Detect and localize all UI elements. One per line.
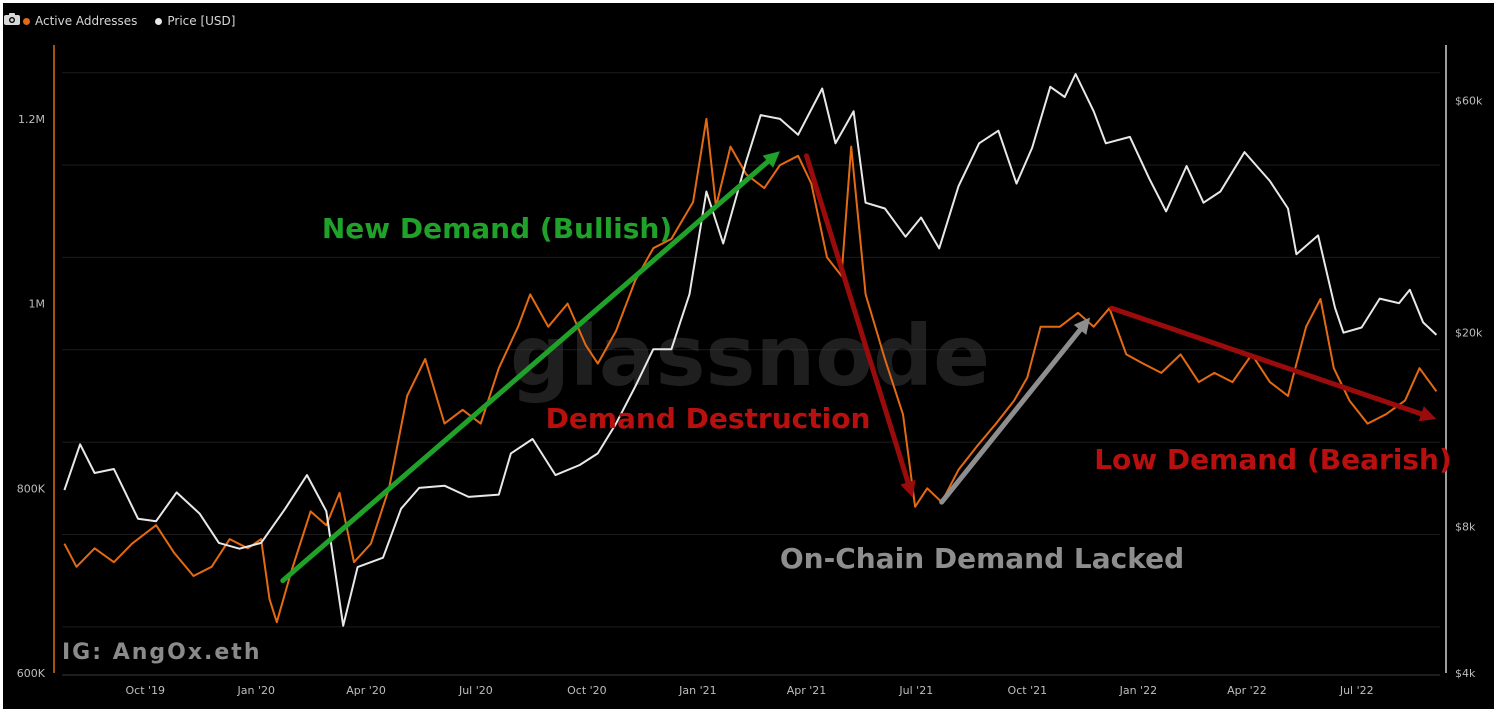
legend-label: Price [USD] — [167, 14, 236, 28]
trend-arrow-shaft — [280, 159, 771, 584]
x-tick-label: Jul '22 — [1339, 684, 1374, 697]
camera-icon[interactable] — [3, 12, 21, 26]
x-tick-label: Apr '20 — [346, 684, 386, 697]
trend-arrow-head — [762, 151, 780, 168]
y-left-tick-label: 1.2M — [18, 113, 45, 126]
x-tick-label: Apr '22 — [1227, 684, 1267, 697]
legend-dot — [155, 17, 163, 25]
x-tick-label: Jan '20 — [237, 684, 275, 697]
trend-arrow-head — [900, 479, 916, 498]
y-right-tick-label: $8k — [1455, 520, 1476, 533]
series-line-active-addresses — [63, 117, 1438, 624]
x-tick-label: Oct '21 — [1008, 684, 1048, 697]
x-tick-label: Jul '21 — [898, 684, 933, 697]
y-right-tick-label: $4k — [1455, 667, 1476, 680]
annotation-label: New Demand (Bullish) — [322, 212, 672, 245]
legend-item-price[interactable]: Price [USD] — [155, 14, 235, 28]
x-tick-label: Apr '21 — [787, 684, 827, 697]
trend-arrow-head — [1418, 406, 1437, 422]
trend-arrow-shaft — [804, 153, 911, 485]
legend: Active Addresses Price [USD] — [23, 14, 235, 28]
x-tick-label: Oct '19 — [125, 684, 165, 697]
y-right-tick-label: $60k — [1455, 94, 1483, 107]
x-tick-label: Jan '22 — [1119, 684, 1157, 697]
series-line-price — [63, 73, 1438, 627]
x-tick-label: Jul '20 — [458, 684, 493, 697]
annotation-label: Demand Destruction — [546, 402, 871, 435]
annotation-label: On-Chain Demand Lacked — [780, 542, 1184, 575]
legend-item-active-addresses[interactable]: Active Addresses — [23, 14, 137, 28]
credit-label: IG: AngOx.eth — [62, 640, 262, 665]
trend-arrow-shaft — [1109, 305, 1424, 417]
legend-dot — [23, 17, 30, 25]
y-left-tick-label: 800K — [17, 482, 46, 495]
annotation-label: Low Demand (Bearish) — [1094, 443, 1452, 476]
y-left-tick-label: 1M — [29, 298, 46, 311]
watermark: glassnode — [510, 307, 990, 405]
x-tick-label: Oct '20 — [567, 684, 607, 697]
x-tick-label: Jan '21 — [678, 684, 716, 697]
trend-arrow-shaft — [939, 327, 1083, 505]
trend-arrow-head — [1073, 317, 1091, 335]
y-right-tick-label: $20k — [1455, 327, 1483, 340]
legend-label: Active Addresses — [35, 14, 138, 28]
y-left-tick-label: 600K — [17, 667, 46, 680]
